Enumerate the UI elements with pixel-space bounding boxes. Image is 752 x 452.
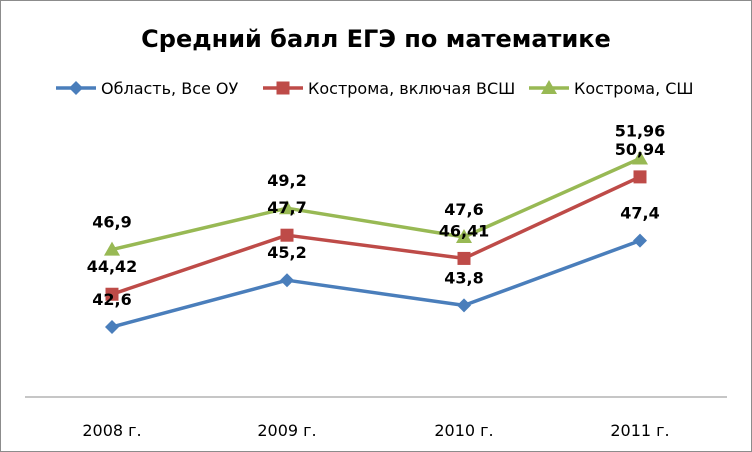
- legend: Область, Все ОУ Кострома, включая ВСШ Кост…: [56, 79, 694, 98]
- x-tick-label: 2009 г.: [257, 421, 316, 440]
- data-label: 44,42: [87, 257, 138, 276]
- data-label: 47,6: [444, 200, 483, 219]
- data-point: [633, 233, 647, 248]
- data-point: [456, 229, 472, 243]
- legend-label: Кострома, СШ: [574, 79, 694, 98]
- data-label: 45,2: [267, 243, 306, 262]
- data-point: [105, 287, 119, 301]
- data-point: [280, 228, 294, 242]
- data-label: 46,9: [92, 213, 131, 232]
- legend-marker: [276, 81, 290, 95]
- data-point: [105, 320, 119, 334]
- data-label: 49,2: [267, 171, 306, 190]
- data-point: [457, 298, 471, 313]
- data-label: 50,94: [615, 140, 666, 159]
- data-label: 43,8: [444, 268, 483, 287]
- series-line: [111, 156, 641, 252]
- x-axis-ticks: 2008 г. 2009 г. 2010 г. 2011 г.: [82, 421, 669, 440]
- x-tick-label: 2011 г.: [610, 421, 669, 440]
- x-tick-label: 2008 г.: [82, 421, 141, 440]
- data-label: 42,6: [92, 290, 131, 309]
- legend-label: Область, Все ОУ: [101, 79, 239, 98]
- legend-marker: [69, 81, 83, 95]
- legend-entry: Область, Все ОУ: [56, 79, 239, 98]
- data-point: [279, 200, 295, 215]
- data-point: [632, 150, 648, 165]
- x-tick-label: 2010 г.: [434, 421, 493, 440]
- legend-label: Кострома, включая ВСШ: [308, 79, 515, 98]
- data-point: [633, 170, 647, 184]
- legend-entry: Кострома, включая ВСШ: [263, 79, 515, 98]
- series-layer: [104, 150, 648, 334]
- data-labels: 42,6 45,2 43,8 47,4 44,42 47,7 46,41 50,94 46,9 4…: [87, 122, 666, 309]
- series-line: [111, 238, 641, 329]
- data-label: 47,7: [267, 198, 306, 217]
- data-point: [457, 251, 471, 265]
- legend-entry: Кострома, СШ: [529, 79, 694, 98]
- chart-title: Средний балл ЕГЭ по математике: [141, 25, 611, 53]
- data-label: 51,96: [615, 122, 666, 141]
- data-label: 47,4: [620, 204, 659, 223]
- data-point: [280, 273, 294, 288]
- data-point: [104, 241, 120, 256]
- data-label: 46,41: [439, 221, 490, 240]
- legend-marker: [541, 80, 557, 94]
- series-line: [111, 175, 641, 296]
